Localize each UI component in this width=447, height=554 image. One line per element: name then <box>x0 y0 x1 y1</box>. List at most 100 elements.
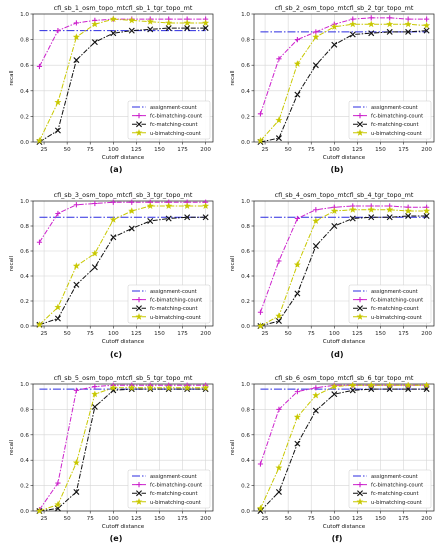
series-line <box>39 384 206 511</box>
data-point <box>55 480 61 486</box>
y-tick-label: 0.4 <box>20 458 29 464</box>
data-point <box>147 26 154 33</box>
series-line <box>260 23 427 142</box>
data-point <box>349 20 357 28</box>
data-point <box>165 19 173 26</box>
y-tick-label: 0.0 <box>241 324 250 330</box>
x-axis-label: Cutoff distance <box>102 339 145 345</box>
series-u-bimatching-count <box>256 20 431 144</box>
chart-title: cfl_sb_6_osm_topo_mtcfl_sb_6_tgr_topo_mt <box>275 374 414 382</box>
chart-panel-6: 25 50 75 100 125 150 175 200 0.0 0.2 0.4 0.6 0.8 1.0 c… <box>230 374 435 543</box>
y-tick-label: 0.8 <box>241 407 250 413</box>
y-tick-label: 0.2 <box>241 114 250 120</box>
data-point <box>404 20 412 28</box>
data-point <box>128 27 135 34</box>
data-point <box>293 261 301 268</box>
y-tick-label: 0.0 <box>241 140 250 146</box>
legend-box <box>348 284 432 324</box>
y-tick-label: 0.6 <box>241 63 250 69</box>
data-point <box>423 213 430 219</box>
x-tick-label: 50 <box>64 516 72 522</box>
data-point <box>165 384 173 391</box>
data-point <box>275 116 283 124</box>
series-fc-bimatching-count <box>257 203 430 315</box>
y-axis-label: recall <box>9 255 15 271</box>
legend-marker <box>135 313 143 320</box>
data-point <box>54 98 62 106</box>
data-point <box>55 210 61 217</box>
legend: assignment-count fc-bimatching-count fc-ma… <box>127 469 211 509</box>
data-point <box>73 202 79 208</box>
data-point <box>275 488 282 495</box>
data-point <box>349 387 356 394</box>
data-point <box>293 60 301 67</box>
data-point <box>184 214 191 221</box>
data-point <box>73 20 79 26</box>
legend-entry: fc-matching-count <box>371 491 419 497</box>
data-point <box>256 322 265 330</box>
data-point <box>276 258 282 264</box>
x-tick-label: 175 <box>398 331 409 337</box>
data-point <box>368 15 374 21</box>
series-line <box>39 216 206 326</box>
x-tick-label: 150 <box>154 331 165 337</box>
legend-marker <box>356 313 364 320</box>
series-u-bimatching-count <box>256 206 431 330</box>
data-point <box>165 215 172 222</box>
data-point <box>109 384 117 391</box>
data-point <box>386 214 393 221</box>
series-line <box>260 384 427 509</box>
x-tick-label: 175 <box>177 331 188 337</box>
chart-title: cfl_sb_5_osm_topo_mtcfl_sb_5_tgr_topo_mt <box>54 374 193 382</box>
x-tick-label: 25 <box>41 147 49 153</box>
plot-frame <box>253 383 435 512</box>
data-point <box>109 15 117 23</box>
y-tick-label: 0.2 <box>20 484 29 490</box>
data-point <box>349 215 356 222</box>
x-axis-label: Cutoff distance <box>323 524 366 530</box>
data-point <box>54 127 61 134</box>
x-tick-label: 200 <box>200 516 211 522</box>
data-point <box>202 384 210 391</box>
y-tick-label: 1.0 <box>241 12 250 18</box>
x-tick-label: 125 <box>352 147 363 153</box>
data-point <box>387 15 393 21</box>
x-tick-label: 75 <box>308 331 316 337</box>
data-point <box>404 381 412 389</box>
data-point <box>91 390 99 398</box>
legend: assignment-count fc-bimatching-count fc-ma… <box>127 100 211 140</box>
data-point <box>73 488 80 495</box>
data-point <box>36 239 43 245</box>
data-point <box>405 213 412 219</box>
series-line <box>39 387 206 512</box>
data-point <box>183 384 191 391</box>
data-point <box>146 17 154 25</box>
data-point <box>257 508 264 514</box>
series-line <box>39 18 206 141</box>
chart-title: cfl_sb_3_osm_topo_mtcfl_sb_3_tgr_topo_mt <box>54 191 193 199</box>
x-tick-label: 100 <box>108 331 119 337</box>
data-point <box>92 383 98 390</box>
data-point <box>257 309 264 315</box>
data-point <box>183 202 191 210</box>
legend-marker <box>136 113 142 119</box>
series-u-bimatching-count <box>256 381 431 512</box>
series-fc-matching-count <box>257 213 430 329</box>
legend-marker <box>357 305 363 312</box>
data-point <box>129 199 135 205</box>
data-point <box>110 30 117 37</box>
series-line <box>259 205 427 313</box>
data-point <box>368 214 375 221</box>
series-line <box>259 17 427 114</box>
y-tick-label: 0.8 <box>241 224 250 230</box>
data-point <box>165 25 172 32</box>
data-point <box>367 20 375 28</box>
data-point <box>349 31 356 38</box>
y-tick-label: 0.8 <box>20 224 29 230</box>
x-tick-label: 200 <box>421 331 432 337</box>
data-point <box>92 200 98 207</box>
data-point <box>312 391 320 399</box>
y-tick-label: 0.8 <box>20 407 29 413</box>
data-point <box>386 28 393 35</box>
series-line <box>39 388 206 512</box>
